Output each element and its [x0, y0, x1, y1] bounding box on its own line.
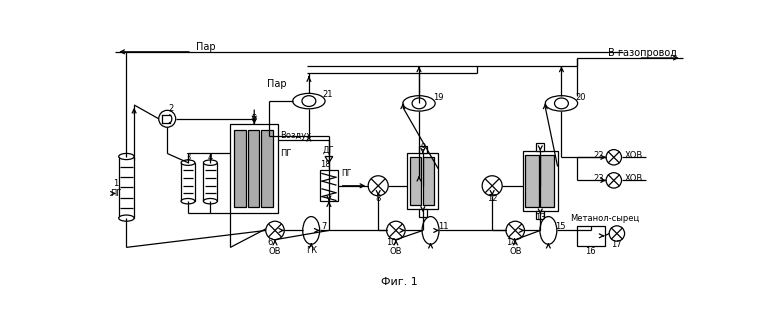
Bar: [419, 209, 427, 216]
Text: 18: 18: [320, 161, 331, 169]
Text: 15: 15: [555, 222, 566, 231]
Text: 14: 14: [506, 238, 516, 247]
Bar: [541, 155, 554, 207]
Bar: [181, 163, 195, 201]
Text: 1: 1: [113, 179, 119, 188]
Ellipse shape: [181, 198, 195, 204]
Ellipse shape: [422, 216, 439, 244]
Bar: [230, 124, 278, 213]
Bar: [247, 130, 260, 207]
Ellipse shape: [303, 216, 320, 244]
Circle shape: [482, 176, 502, 196]
Bar: [234, 130, 246, 207]
Ellipse shape: [402, 96, 435, 111]
Bar: [407, 153, 438, 209]
Circle shape: [387, 221, 405, 240]
Bar: [119, 157, 134, 218]
Ellipse shape: [540, 216, 557, 244]
Text: 12: 12: [487, 193, 498, 203]
Ellipse shape: [204, 198, 218, 204]
Ellipse shape: [119, 153, 134, 160]
Bar: [410, 157, 421, 205]
Text: 11: 11: [438, 222, 448, 231]
Circle shape: [506, 221, 524, 240]
Ellipse shape: [302, 96, 316, 107]
Bar: [261, 130, 273, 207]
Text: ДГ: ДГ: [323, 146, 335, 155]
Text: 20: 20: [576, 93, 586, 102]
Text: ПГ: ПГ: [341, 169, 352, 178]
Bar: [320, 170, 339, 201]
Text: 10: 10: [386, 238, 396, 247]
Text: ПГ: ПГ: [280, 149, 292, 158]
Text: Метанол-сырец: Метанол-сырец: [570, 215, 639, 223]
Text: 17: 17: [612, 240, 622, 249]
Text: 6: 6: [268, 238, 273, 247]
Text: Фиг. 1: Фиг. 1: [381, 277, 418, 287]
Text: ПГ: ПГ: [110, 189, 122, 198]
Text: 7: 7: [321, 222, 326, 231]
Text: 5: 5: [252, 114, 257, 122]
Ellipse shape: [555, 98, 569, 109]
Text: ОВ: ОВ: [390, 247, 402, 257]
Bar: [523, 151, 558, 211]
Text: ОВ: ОВ: [509, 247, 522, 257]
Text: 19: 19: [433, 93, 444, 102]
Text: ХОВ: ХОВ: [625, 174, 643, 183]
Bar: [419, 146, 427, 153]
Text: 2: 2: [168, 104, 174, 113]
Text: Воздух: Воздух: [280, 131, 312, 140]
Polygon shape: [325, 157, 333, 163]
Ellipse shape: [204, 160, 218, 165]
Text: 4: 4: [207, 153, 213, 162]
Circle shape: [606, 150, 622, 165]
Circle shape: [368, 176, 388, 196]
Circle shape: [159, 110, 176, 127]
Text: 3: 3: [186, 153, 190, 162]
Bar: [525, 155, 539, 207]
Text: 22: 22: [594, 151, 604, 160]
Bar: [577, 226, 605, 246]
Text: 8: 8: [375, 193, 381, 203]
Circle shape: [609, 226, 625, 241]
Bar: [204, 163, 218, 201]
Ellipse shape: [181, 160, 195, 165]
Bar: [537, 143, 544, 151]
Ellipse shape: [412, 98, 426, 109]
Text: 21: 21: [323, 90, 333, 99]
Circle shape: [606, 173, 622, 188]
Text: Пар: Пар: [267, 79, 286, 89]
Bar: [423, 157, 434, 205]
Ellipse shape: [292, 93, 325, 109]
Text: ГК: ГК: [306, 246, 317, 255]
Bar: [537, 211, 544, 219]
Ellipse shape: [119, 215, 134, 221]
Text: ХОВ: ХОВ: [625, 151, 643, 160]
Text: 23: 23: [593, 174, 604, 183]
Text: Пар: Пар: [196, 42, 215, 52]
Text: В газопровод: В газопровод: [608, 48, 676, 58]
Circle shape: [266, 221, 284, 240]
Text: 9: 9: [420, 143, 425, 152]
Text: 16: 16: [586, 247, 596, 257]
Ellipse shape: [545, 96, 578, 111]
Text: 13: 13: [535, 213, 545, 222]
Text: ОВ: ОВ: [269, 247, 282, 257]
